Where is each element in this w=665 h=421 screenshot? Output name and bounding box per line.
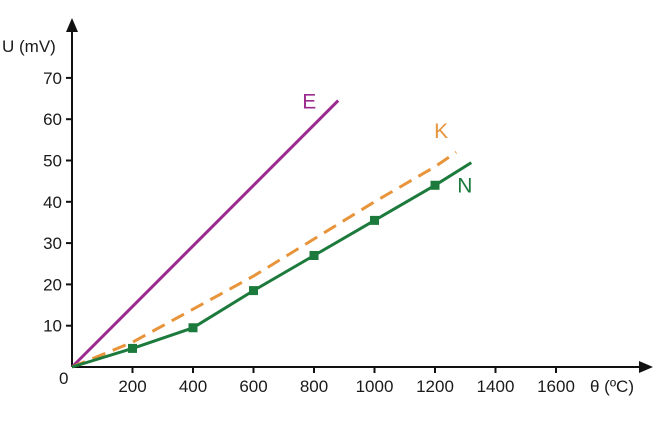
x-tick-label: 1400 [477,377,515,396]
axes: U (mV) θ (ºC) 0 [2,18,653,396]
y-tick-label: 60 [43,110,62,129]
x-axis-arrow-icon [639,361,653,373]
series-label-k: K [434,120,448,143]
x-tick-label: 600 [239,377,267,396]
series-labels: E K N [302,91,472,198]
series-point-n [188,323,198,333]
series-line-e [70,99,340,369]
x-tick-label: 400 [179,377,207,396]
y-axis-arrow-icon [66,18,78,32]
series-point-n [128,343,137,353]
x-tick-label: 1000 [356,377,394,396]
series-point-n [309,250,319,260]
series-point-n [249,286,258,296]
series-label-n: N [457,175,472,198]
y-tick-label: 50 [43,152,62,171]
series-line-n [71,161,473,369]
y-tick-label: 40 [43,193,62,212]
x-tick-label: 200 [118,377,146,396]
series-line-k [71,150,458,369]
series-layer [70,99,473,369]
y-tick-label: 20 [43,275,62,294]
series-point-n [430,180,440,190]
y-tick-label: 70 [43,69,62,88]
x-tick-label: 1200 [416,377,454,396]
ticks: 200 400 600 800 1000 1200 1400 1600102030405060… [43,69,575,396]
series-label-e: E [302,91,316,114]
y-tick-label: 30 [43,234,62,253]
y-axis-title: U (mV) [2,37,56,56]
x-axis-title: θ (ºC) [590,377,634,396]
origin-label: 0 [59,369,68,388]
series-point-n [370,215,379,225]
y-tick-label: 10 [43,317,62,336]
x-tick-label: 1600 [537,377,575,396]
x-tick-label: 800 [300,377,328,396]
